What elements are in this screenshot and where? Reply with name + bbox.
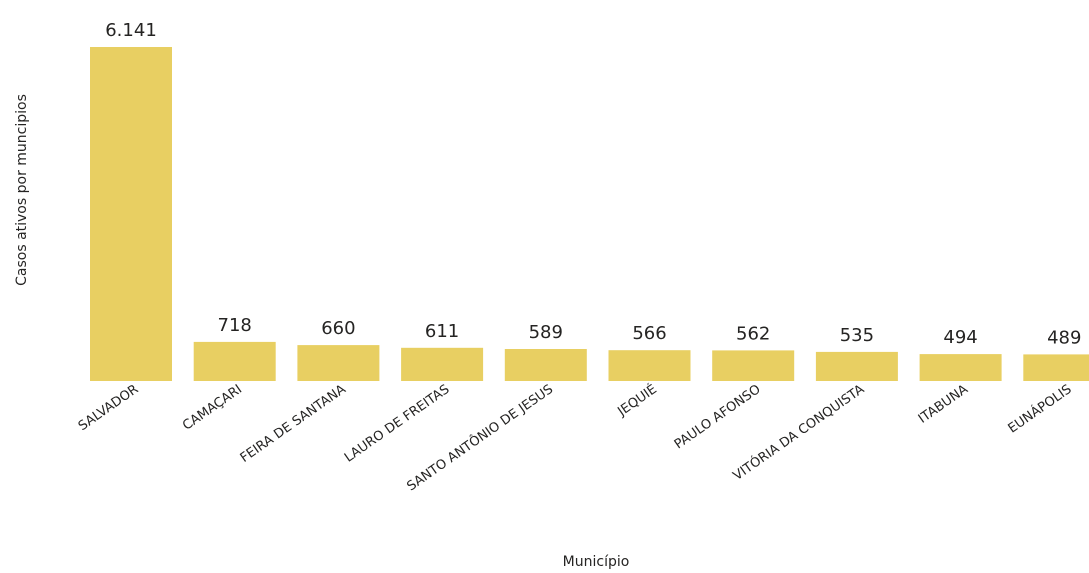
bar-salvador[interactable] [90, 47, 172, 381]
bar-vit-ria-da-conquista[interactable] [815, 351, 898, 381]
category-label: PAULO AFONSO [672, 382, 764, 452]
value-label: 489 [1047, 327, 1081, 348]
category-label: JEQUIÉ [614, 381, 660, 420]
value-label: 660 [321, 318, 355, 339]
category-label: FEIRA DE SANTANA [238, 382, 349, 466]
value-label: 566 [632, 323, 666, 344]
value-label: 718 [218, 315, 252, 336]
category-label: SALVADOR [76, 382, 141, 434]
bar-feira-de-santana[interactable] [297, 345, 380, 381]
value-label: 535 [840, 325, 874, 346]
value-label: 611 [425, 321, 459, 342]
bars-group [90, 47, 1089, 381]
category-label: LAURO DE FREITAS [342, 382, 452, 466]
y-axis-title: Casos ativos por muncipios [14, 94, 30, 286]
category-label: ITABUNA [916, 382, 971, 427]
bar-eun-polis[interactable] [1023, 354, 1089, 381]
value-labels-group: 6.141 718 660 611 589 566 562 535 494 489 [105, 20, 1081, 348]
value-label: 589 [529, 322, 563, 343]
bar-santo-ant-nio-de-jesus[interactable] [504, 349, 587, 381]
x-axis-title: Município [563, 554, 630, 570]
value-label: 494 [943, 327, 977, 348]
bar-cama-ari[interactable] [193, 341, 276, 381]
value-label: 6.141 [105, 20, 157, 41]
bar-lauro-de-freitas[interactable] [401, 347, 484, 381]
bar-paulo-afonso[interactable] [712, 350, 795, 381]
bar-jequi-[interactable] [608, 350, 691, 381]
category-label: EUNÁPOLIS [1005, 381, 1075, 436]
bar-itabuna[interactable] [919, 354, 1002, 381]
category-label: CAMAÇARI [180, 382, 245, 434]
value-label: 562 [736, 323, 770, 344]
